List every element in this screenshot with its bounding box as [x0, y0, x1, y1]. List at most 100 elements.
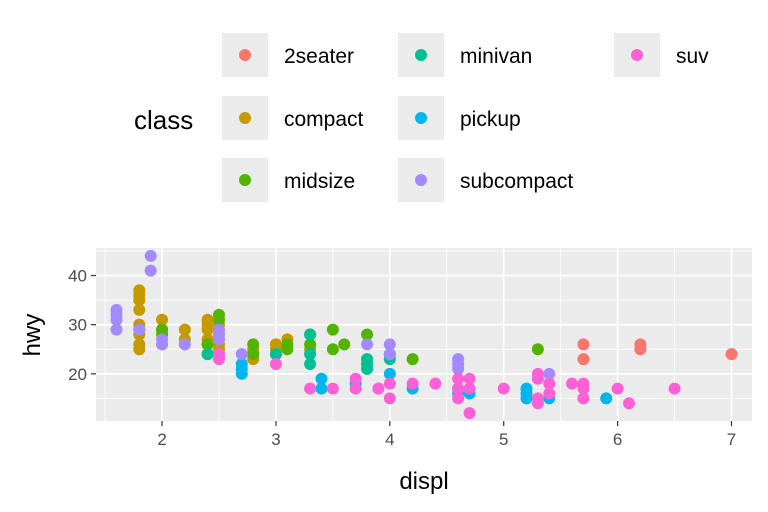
- point-suv: [213, 348, 225, 361]
- point-suv: [349, 372, 362, 385]
- legend-label-minivan: minivan: [460, 45, 532, 68]
- legend-marker-pickup: [415, 112, 427, 124]
- point-suv: [543, 377, 556, 390]
- point-subcompact: [361, 338, 374, 351]
- point-subcompact: [110, 313, 123, 326]
- point-2seater: [577, 338, 590, 351]
- point-midsize: [361, 328, 374, 341]
- point-midsize: [247, 338, 260, 351]
- point-subcompact: [156, 333, 169, 346]
- point-pickup: [235, 357, 248, 370]
- legend-marker-midsize: [239, 174, 251, 186]
- legend-marker-suv: [631, 49, 643, 61]
- point-subcompact: [543, 367, 556, 380]
- point-suv: [406, 377, 419, 390]
- point-subcompact: [110, 323, 123, 336]
- point-minivan: [304, 328, 317, 341]
- point-suv: [611, 382, 624, 395]
- point-midsize: [531, 343, 544, 356]
- x-tick-label: 7: [727, 430, 736, 449]
- legend-marker-subcompact: [415, 174, 427, 186]
- plot-panel: [96, 248, 752, 421]
- y-axis: 20 30 40: [68, 267, 96, 384]
- point-2seater: [577, 353, 590, 366]
- point-suv: [269, 357, 282, 370]
- legend-marker-minivan: [415, 49, 427, 61]
- point-compact: [133, 303, 146, 316]
- point-minivan: [269, 348, 282, 361]
- legend-label-subcompact: subcompact: [460, 170, 573, 193]
- y-tick-label: 40: [68, 267, 87, 286]
- point-minivan: [304, 348, 317, 361]
- legend-label-suv: suv: [676, 45, 709, 68]
- point-suv: [543, 387, 556, 400]
- point-suv: [531, 367, 544, 380]
- point-midsize: [406, 353, 419, 366]
- point-pickup: [600, 392, 613, 405]
- x-tick-label: 3: [271, 430, 280, 449]
- point-2seater: [634, 343, 647, 356]
- point-midsize: [338, 338, 351, 351]
- legend-label-midsize: midsize: [284, 170, 355, 193]
- point-suv: [497, 382, 510, 395]
- point-suv: [452, 392, 465, 405]
- point-midsize: [304, 338, 317, 351]
- point-suv: [452, 382, 465, 395]
- point-subcompact: [110, 303, 123, 316]
- legend-title: class: [134, 105, 193, 135]
- point-suv: [429, 377, 442, 390]
- y-tick-label: 20: [68, 365, 87, 384]
- point-suv: [372, 382, 385, 395]
- point-suv: [383, 392, 396, 405]
- point-suv: [531, 392, 544, 405]
- point-suv: [326, 382, 339, 395]
- point-compact: [201, 313, 214, 326]
- point-subcompact: [213, 323, 225, 336]
- point-midsize: [213, 308, 225, 321]
- point-midsize: [201, 338, 214, 351]
- x-tick-label: 2: [157, 430, 166, 449]
- y-axis-title: hwy: [19, 314, 46, 357]
- legend: class 2seater compact midsize minivan pickup…: [134, 33, 709, 202]
- point-suv: [463, 372, 476, 385]
- point-suv: [383, 377, 396, 390]
- point-compact: [178, 323, 191, 336]
- point-pickup: [315, 382, 328, 395]
- point-suv: [463, 407, 476, 420]
- point-compact: [133, 338, 146, 351]
- point-suv: [463, 382, 476, 395]
- point-subcompact: [235, 348, 248, 361]
- x-axis: 2 3 4 5 6 7: [157, 421, 736, 449]
- point-minivan: [361, 353, 374, 366]
- point-suv: [304, 382, 317, 395]
- point-suv: [577, 392, 590, 405]
- point-subcompact: [452, 353, 465, 366]
- point-suv: [668, 382, 681, 395]
- point-subcompact: [383, 348, 396, 361]
- point-midsize: [326, 323, 339, 336]
- point-pickup: [520, 382, 533, 395]
- point-minivan: [304, 357, 317, 370]
- legend-label-compact: compact: [284, 108, 364, 131]
- point-midsize: [281, 338, 294, 351]
- point-midsize: [326, 343, 339, 356]
- legend-label-pickup: pickup: [460, 108, 521, 131]
- point-subcompact: [133, 323, 146, 336]
- point-minivan: [201, 348, 214, 361]
- point-suv: [566, 377, 579, 390]
- point-midsize: [247, 348, 260, 361]
- x-axis-title: displ: [399, 468, 448, 495]
- point-compact: [133, 284, 146, 297]
- point-midsize: [156, 323, 169, 336]
- point-pickup: [315, 372, 328, 385]
- point-subcompact: [383, 338, 396, 351]
- legend-label-2seater: 2seater: [284, 45, 354, 68]
- legend-marker-2seater: [239, 49, 251, 61]
- point-compact: [269, 338, 282, 351]
- x-tick-label: 4: [385, 430, 394, 449]
- legend-marker-compact: [239, 112, 251, 124]
- point-compact: [156, 313, 169, 326]
- point-pickup: [383, 367, 396, 380]
- x-tick-label: 6: [613, 430, 622, 449]
- point-subcompact: [144, 249, 157, 262]
